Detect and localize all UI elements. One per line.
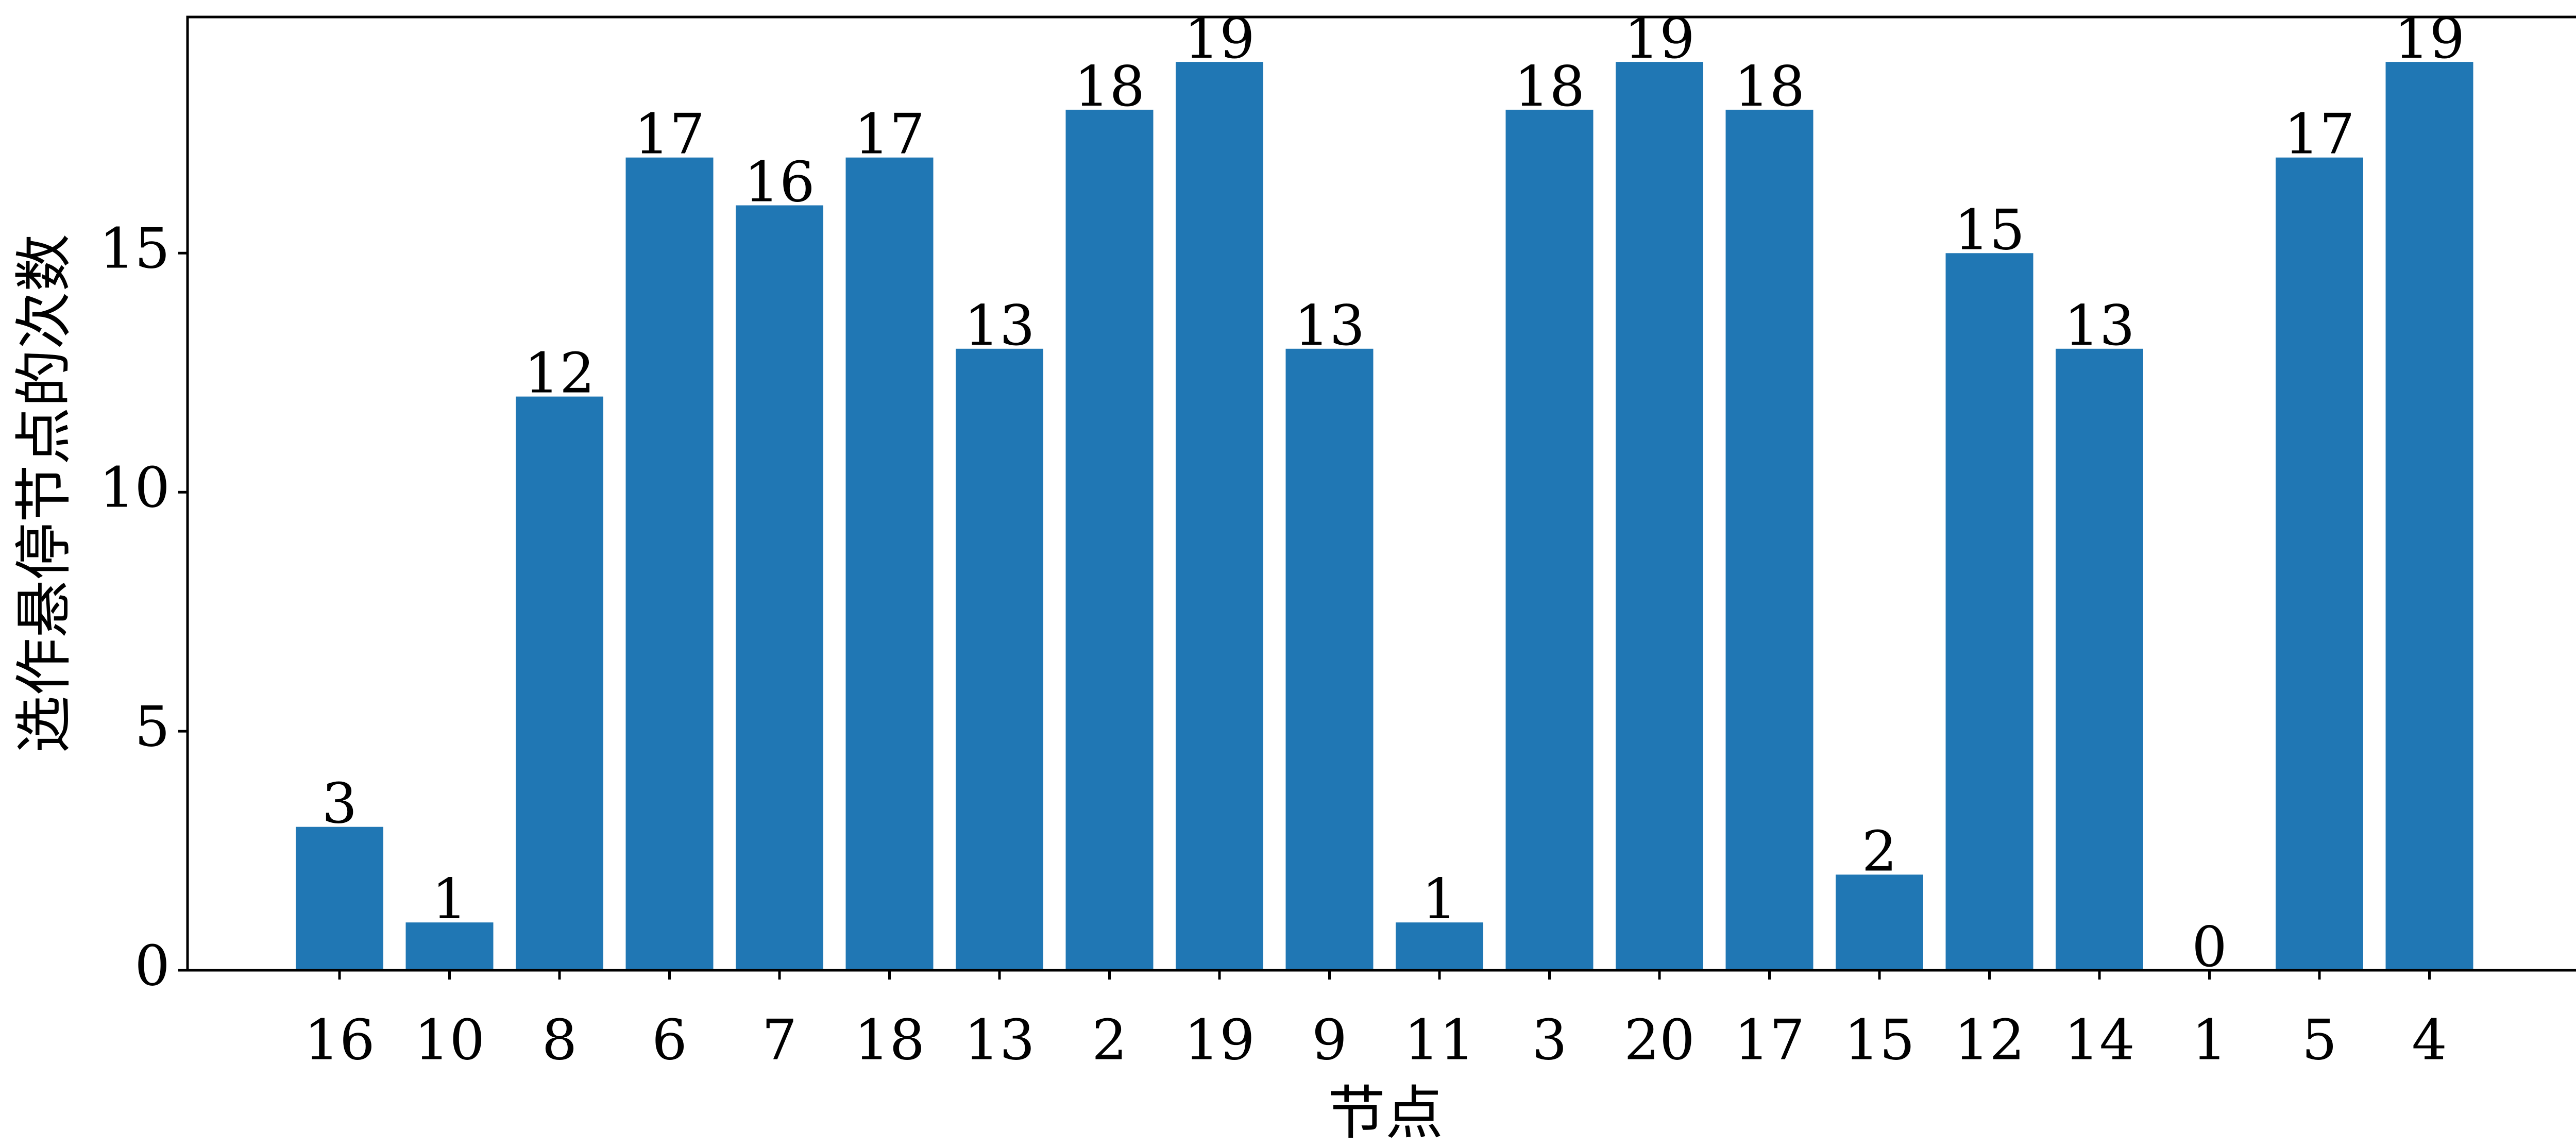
data-label: 1 [432, 867, 467, 932]
bar-6 [625, 157, 714, 971]
x-axis: 16 10 8 6 7 18 13 2 19 9 11 3 20 17 15 12 14 1 5 4 [304, 970, 2447, 1072]
x-tick-label: 13 [964, 1008, 1035, 1072]
x-tick-label: 1 [2192, 1008, 2227, 1072]
x-tick-label: 14 [2064, 1008, 2134, 1072]
y-tick-label: 10 [99, 456, 170, 520]
bar-17 [1725, 109, 1814, 970]
bar-4 [2385, 62, 2473, 971]
data-label: 15 [1954, 198, 2025, 262]
x-tick-label: 6 [652, 1008, 687, 1072]
bar-14 [2056, 348, 2143, 970]
x-tick-label: 10 [414, 1008, 485, 1072]
bar-8 [516, 396, 603, 970]
x-tick-label: 19 [1184, 1008, 1255, 1072]
data-label: 12 [524, 342, 595, 406]
data-label: 17 [854, 103, 925, 167]
data-label: 18 [1514, 55, 1585, 119]
x-tick-label: 9 [1312, 1008, 1347, 1072]
bars-layer [296, 62, 2473, 971]
data-label: 17 [2284, 103, 2354, 167]
bar-20 [1616, 62, 1703, 971]
y-axis: 0 5 10 15 [99, 217, 188, 998]
plot-frame [186, 15, 2576, 972]
data-label: 13 [1294, 294, 1365, 358]
x-tick-label: 15 [1844, 1008, 1914, 1072]
x-tick-label: 4 [2412, 1008, 2447, 1072]
bar-13 [956, 348, 1043, 970]
data-label: 0 [2192, 915, 2227, 980]
data-label: 1 [1422, 867, 1458, 932]
bar-16 [296, 826, 383, 970]
x-tick-label: 8 [542, 1008, 578, 1072]
data-label: 13 [2064, 294, 2134, 358]
data-label: 2 [1862, 819, 1897, 884]
bar-3 [1505, 109, 1594, 970]
bar-2 [1065, 109, 1154, 970]
bar-12 [1945, 253, 2033, 970]
x-tick-label: 18 [854, 1008, 925, 1072]
x-tick-label: 11 [1404, 1008, 1475, 1072]
bar-15 [1836, 874, 1923, 970]
x-tick-label: 16 [304, 1008, 375, 1072]
data-label: 18 [1074, 55, 1145, 119]
bar-19 [1176, 62, 1263, 971]
data-label: 16 [744, 150, 815, 215]
y-tick-label: 0 [134, 934, 170, 998]
bar-18 [845, 157, 934, 971]
x-axis-title: 节点 [1328, 1080, 1443, 1144]
x-tick-label: 5 [2302, 1008, 2337, 1072]
data-label: 3 [322, 772, 358, 836]
x-tick-label: 7 [762, 1008, 798, 1072]
x-tick-label: 20 [1624, 1008, 1694, 1072]
bar-9 [1285, 348, 1374, 970]
data-label: 17 [634, 103, 705, 167]
bar-5 [2276, 157, 2363, 971]
x-tick-label: 3 [1532, 1008, 1567, 1072]
x-tick-label: 17 [1734, 1008, 1805, 1072]
y-axis-title: 选作悬停节点的次数 [11, 234, 78, 753]
bar-7 [736, 205, 823, 970]
bar-11 [1396, 922, 1483, 970]
data-label: 18 [1734, 55, 1805, 119]
bar-10 [405, 922, 494, 970]
y-tick-label: 15 [99, 217, 170, 281]
x-tick-label: 12 [1954, 1008, 2025, 1072]
data-label: 13 [964, 294, 1035, 358]
y-tick-label: 5 [134, 695, 170, 759]
x-tick-label: 2 [1092, 1008, 1127, 1072]
